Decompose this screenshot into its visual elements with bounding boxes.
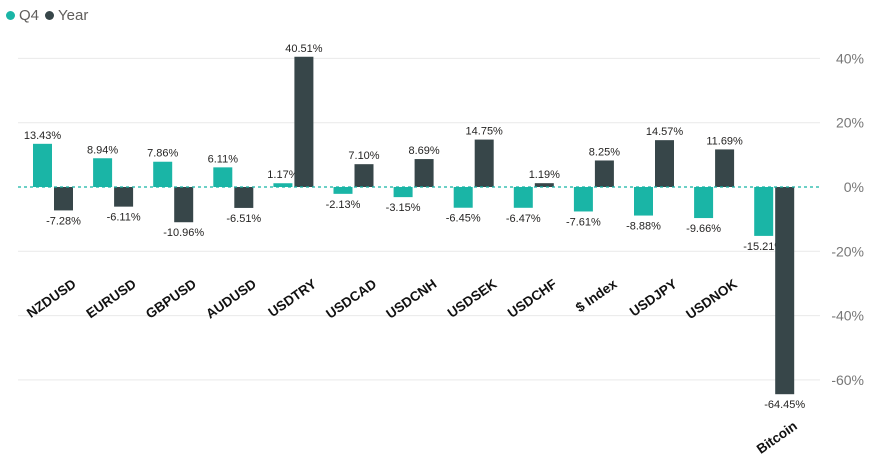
bar-q4-index[interactable] xyxy=(573,187,593,212)
x-tick-label: GBPUSD xyxy=(143,276,199,322)
legend-label-year: Year xyxy=(58,6,89,24)
data-label: -15.21% xyxy=(743,241,784,253)
y-tick-label: -20% xyxy=(831,243,864,259)
bar-q4-nzdusd[interactable] xyxy=(33,143,52,187)
bar-q4-usdcnh[interactable] xyxy=(393,187,413,198)
x-tick-label: USDSEK xyxy=(445,276,500,321)
data-label: -7.28% xyxy=(46,215,81,227)
data-label: 6.11% xyxy=(208,153,239,165)
data-label: 40.51% xyxy=(285,43,323,55)
bar-year-audusd[interactable] xyxy=(234,187,254,208)
data-label: 8.69% xyxy=(408,145,439,157)
data-label: -6.11% xyxy=(107,212,141,224)
bar-year-usdnok[interactable] xyxy=(715,149,735,187)
bar-q4-usdchf[interactable] xyxy=(513,187,533,208)
data-label: 11.69% xyxy=(706,135,743,147)
legend-marker-q4 xyxy=(6,10,15,20)
bar-q4-usdsek[interactable] xyxy=(453,187,473,208)
legend-marker-year xyxy=(45,10,55,20)
data-label: -9.66% xyxy=(686,223,721,235)
legend-item-q4[interactable]: Q4 xyxy=(6,7,39,24)
y-tick-label: -60% xyxy=(831,372,864,388)
data-label: -64.45% xyxy=(764,399,805,411)
bar-q4-eurusd[interactable] xyxy=(93,158,113,187)
data-label: -6.45% xyxy=(446,213,481,225)
x-tick-label: USDCAD xyxy=(323,276,379,322)
bar-year-usdsek[interactable] xyxy=(474,139,494,187)
x-tick-label: USDTRY xyxy=(265,276,319,320)
bar-q4-bitcoin[interactable] xyxy=(754,187,774,236)
x-tick-label: AUDUSD xyxy=(203,276,259,322)
x-tick-label: USDCHF xyxy=(505,276,560,321)
bar-q4-usdnok[interactable] xyxy=(694,187,714,219)
bar-q4-audusd[interactable] xyxy=(213,167,233,187)
x-tick-label: EURUSD xyxy=(84,276,140,321)
data-label: 14.57% xyxy=(646,126,684,138)
data-label: 8.94% xyxy=(87,144,118,156)
data-label: -2.13% xyxy=(326,199,361,211)
x-tick-label: NZDUSD xyxy=(24,276,79,321)
legend-label-q4: Q4 xyxy=(19,6,40,24)
y-tick-label: 0% xyxy=(844,179,864,195)
bar-year-eurusd[interactable] xyxy=(114,187,134,207)
legend-item-year[interactable]: Year xyxy=(45,7,88,24)
data-label: -7.61% xyxy=(566,216,601,228)
x-tick-label: $ Index xyxy=(573,276,620,315)
y-tick-label: 40% xyxy=(836,50,864,66)
y-tick-label: -40% xyxy=(831,308,864,324)
bar-year-index[interactable] xyxy=(594,160,614,187)
bar-year-usdcad[interactable] xyxy=(354,164,374,187)
bar-year-gbpusd[interactable] xyxy=(174,187,194,223)
data-label: -10.96% xyxy=(163,227,204,239)
y-tick-label: 20% xyxy=(836,115,864,131)
bar-year-usdjpy[interactable] xyxy=(655,140,674,187)
bar-year-usdtry[interactable] xyxy=(294,56,314,188)
data-label: 13.43% xyxy=(24,130,62,142)
bar-q4-usdjpy[interactable] xyxy=(634,187,653,216)
data-label: -8.88% xyxy=(626,221,661,233)
data-label: -6.51% xyxy=(226,213,261,225)
data-label: -6.47% xyxy=(506,213,541,225)
data-label: -3.15% xyxy=(386,202,421,214)
bar-q4-usdtry[interactable] xyxy=(273,183,293,187)
bar-q4-gbpusd[interactable] xyxy=(153,161,173,187)
bar-year-nzdusd[interactable] xyxy=(54,187,73,211)
data-label: 1.19% xyxy=(529,169,560,181)
bar-year-usdcnh[interactable] xyxy=(414,159,434,187)
x-tick-label: USDJPY xyxy=(627,276,680,319)
legend: Q4 Year xyxy=(6,4,94,26)
bar-q4-usdcad[interactable] xyxy=(333,187,353,194)
data-label: 8.25% xyxy=(589,146,620,158)
data-label: 7.10% xyxy=(348,150,379,162)
data-label: 1.17% xyxy=(267,169,298,181)
bar-year-usdchf[interactable] xyxy=(534,183,554,187)
x-tick-label: USDCNH xyxy=(383,276,439,321)
data-label: 14.75% xyxy=(466,126,504,138)
data-label: 7.86% xyxy=(147,148,178,160)
bar-year-bitcoin[interactable] xyxy=(775,187,795,395)
x-tick-label: Bitcoin xyxy=(754,418,800,457)
